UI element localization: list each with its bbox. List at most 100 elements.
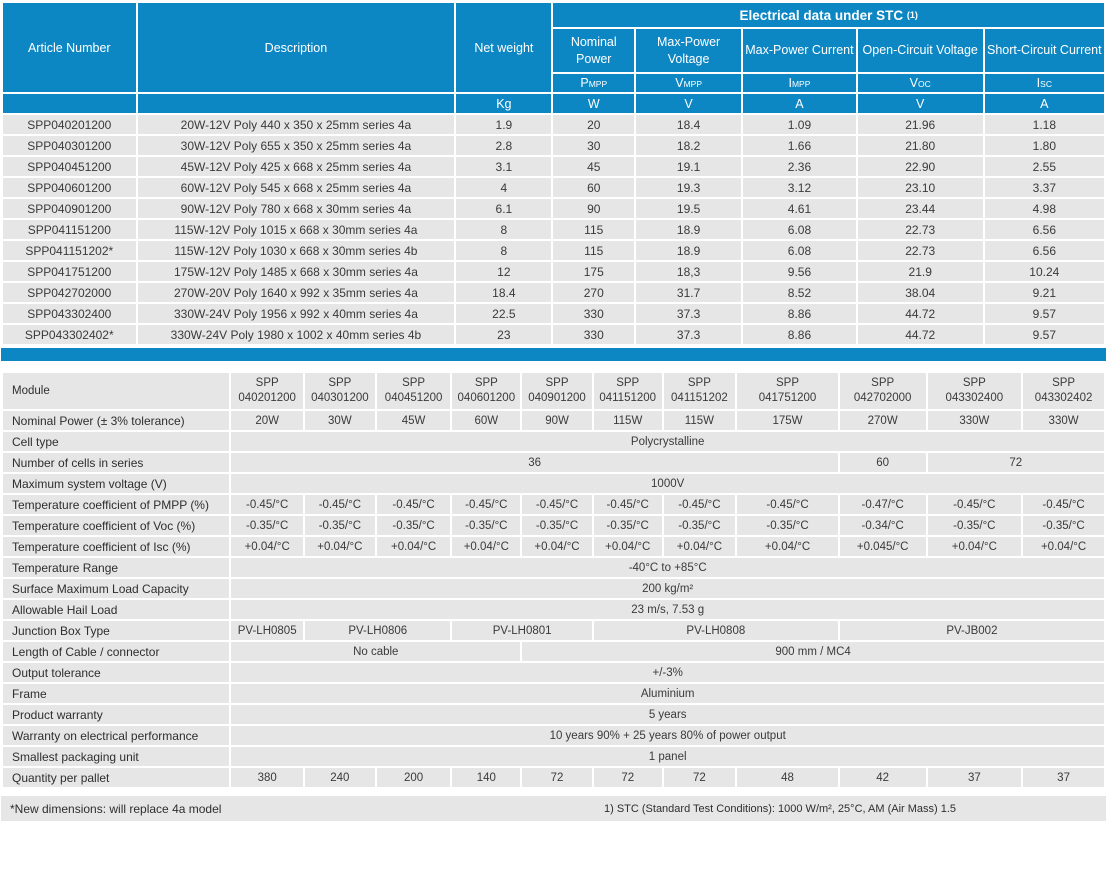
spec-label-cell: Temperature coefficient of Isc (%) bbox=[0, 535, 232, 558]
unit-a1: A bbox=[741, 92, 858, 115]
pmpp-cell: 330 bbox=[551, 323, 637, 346]
column-header-article-number: Article Number bbox=[1, 1, 138, 94]
spec-value-cell: 48 bbox=[735, 766, 840, 789]
vmpp-cell: 37.3 bbox=[634, 302, 744, 325]
spec-label-cell: Cell type bbox=[0, 430, 232, 453]
footnotes-row: *New dimensions: will replace 4a model 1… bbox=[1, 796, 1106, 821]
unit-w: W bbox=[551, 92, 637, 115]
symbol-impp: IMPP bbox=[741, 72, 858, 94]
module-id-cell: SPP 040901200 bbox=[520, 371, 594, 411]
impp-cell: 8.86 bbox=[741, 302, 858, 325]
symbol-vmpp: VMPP bbox=[634, 72, 744, 94]
spec-value-cell: 10 years 90% + 25 years 80% of power out… bbox=[229, 724, 1106, 747]
spec-value-cell: 72 bbox=[661, 766, 738, 789]
spec-value-cell: 23 m/s, 7.53 g bbox=[229, 598, 1106, 621]
product-row: SPP042702000 270W-20V Poly 1640 x 992 x 3… bbox=[1, 281, 1107, 304]
spec-value-cell: 60 bbox=[837, 451, 928, 474]
spec-value-cell: -0.35/°C bbox=[374, 514, 453, 537]
module-prefix: SPP bbox=[687, 377, 711, 390]
pmpp-cell: 330 bbox=[551, 302, 637, 325]
vmpp-cell: 19.1 bbox=[634, 155, 744, 178]
module-number: 043302402 bbox=[1034, 392, 1093, 404]
spec-value-cell: -0.45/°C bbox=[591, 493, 664, 516]
spec-row: Frame Aluminium bbox=[0, 682, 1106, 705]
product-row: SPP041751200 175W-12V Poly 1485 x 668 x 3… bbox=[1, 260, 1107, 283]
description-cell: 20W-12V Poly 440 x 350 x 25mm series 4a bbox=[135, 113, 457, 136]
isc-cell: 4.98 bbox=[982, 197, 1107, 220]
spec-value-cell: Aluminium bbox=[229, 682, 1106, 705]
spec-label-cell: Nominal Power (± 3% tolerance) bbox=[0, 409, 232, 432]
unit-v1: V bbox=[634, 92, 744, 115]
spec-row: Output tolerance +/-3% bbox=[0, 661, 1106, 684]
impp-cell: 1.66 bbox=[741, 134, 858, 157]
symbol-voc: VOC bbox=[855, 72, 985, 94]
impp-cell: 1.09 bbox=[741, 113, 858, 136]
spec-label-cell: Number of cells in series bbox=[0, 451, 232, 474]
isc-cell: 2.55 bbox=[982, 155, 1107, 178]
description-cell: 90W-12V Poly 780 x 668 x 30mm series 4a bbox=[135, 197, 457, 220]
net-weight-cell: 3.1 bbox=[454, 155, 554, 178]
pmpp-cell: 115 bbox=[551, 218, 637, 241]
spec-value-cell: 90W bbox=[520, 409, 594, 432]
impp-cell: 9.56 bbox=[741, 260, 858, 283]
spec-label-cell: Output tolerance bbox=[0, 661, 232, 684]
spec-row: Product warranty 5 years bbox=[0, 703, 1106, 726]
module-prefix: SPP bbox=[402, 377, 426, 390]
pmpp-cell: 90 bbox=[551, 197, 637, 220]
pmpp-cell: 115 bbox=[551, 239, 637, 262]
isc-cell: 1.80 bbox=[982, 134, 1107, 157]
stc-footnote-ref: (1) bbox=[906, 9, 918, 20]
spec-value-cell: PV-LH0806 bbox=[303, 619, 453, 642]
vmpp-cell: 18,3 bbox=[634, 260, 744, 283]
spec-row: Junction Box Type PV-LH0805 PV-LH0806 PV-LH… bbox=[0, 619, 1107, 642]
electrical-data-table: Article Number Description Net weight El… bbox=[1, 1, 1107, 346]
module-number: 040451200 bbox=[384, 392, 443, 404]
article-number-cell: SPP043302400 bbox=[1, 302, 138, 325]
module-id-cell: SPP 041151202 bbox=[661, 371, 738, 411]
pmpp-cell: 270 bbox=[551, 281, 637, 304]
isc-cell: 1.18 bbox=[982, 113, 1107, 136]
spec-value-cell: -0.47/°C bbox=[837, 493, 928, 516]
spec-value-cell: 72 bbox=[925, 451, 1107, 474]
spec-value-cell: 270W bbox=[837, 409, 928, 432]
unit-a2: A bbox=[982, 92, 1107, 115]
spec-value-cell: 330W bbox=[1021, 409, 1106, 432]
spec-value-cell: 140 bbox=[450, 766, 523, 789]
product-row: SPP041151202* 115W-12V Poly 1030 x 668 x … bbox=[1, 239, 1107, 262]
module-id-cell: SPP 040451200 bbox=[374, 371, 453, 411]
unit-v2: V bbox=[855, 92, 985, 115]
spec-value-cell: -0.35/°C bbox=[591, 514, 664, 537]
pmpp-cell: 60 bbox=[551, 176, 637, 199]
vmpp-cell: 37.3 bbox=[634, 323, 744, 346]
description-cell: 270W-20V Poly 1640 x 992 x 35mm series 4… bbox=[135, 281, 457, 304]
isc-cell: 6.56 bbox=[982, 218, 1107, 241]
spec-value-cell: +0.04/°C bbox=[925, 535, 1024, 558]
pmpp-cell: 45 bbox=[551, 155, 637, 178]
net-weight-cell: 2.8 bbox=[454, 134, 554, 157]
module-id-cell: SPP 041751200 bbox=[735, 371, 840, 411]
spec-value-cell: 30W bbox=[303, 409, 377, 432]
article-number-cell: SPP041751200 bbox=[1, 260, 138, 283]
module-id-cell: SPP 041151200 bbox=[591, 371, 664, 411]
spec-value-cell: 45W bbox=[374, 409, 453, 432]
spec-value-cell: 72 bbox=[591, 766, 664, 789]
voc-cell: 44.72 bbox=[855, 302, 985, 325]
product-row: SPP040201200 20W-12V Poly 440 x 350 x 25m… bbox=[1, 113, 1107, 136]
spec-value-cell: -0.45/°C bbox=[925, 493, 1024, 516]
product-row: SPP043302400 330W-24V Poly 1956 x 992 x 4… bbox=[1, 302, 1107, 325]
impp-cell: 4.61 bbox=[741, 197, 858, 220]
impp-cell: 6.08 bbox=[741, 239, 858, 262]
unit-blank-description bbox=[135, 92, 457, 115]
spec-value-cell: -0.35/°C bbox=[520, 514, 594, 537]
vmpp-cell: 19.5 bbox=[634, 197, 744, 220]
spec-value-cell: +0.04/°C bbox=[661, 535, 738, 558]
vmpp-cell: 18.2 bbox=[634, 134, 744, 157]
spec-value-cell: 60W bbox=[450, 409, 523, 432]
spec-value-cell: 115W bbox=[661, 409, 738, 432]
voc-cell: 22.90 bbox=[855, 155, 985, 178]
symbol-isc: ISC bbox=[982, 72, 1107, 94]
spec-value-cell: -0.45/°C bbox=[1021, 493, 1106, 516]
product-row: SPP040301200 30W-12V Poly 655 x 350 x 25m… bbox=[1, 134, 1107, 157]
spec-value-cell: 380 bbox=[229, 766, 306, 789]
spec-label-cell: Product warranty bbox=[0, 703, 232, 726]
